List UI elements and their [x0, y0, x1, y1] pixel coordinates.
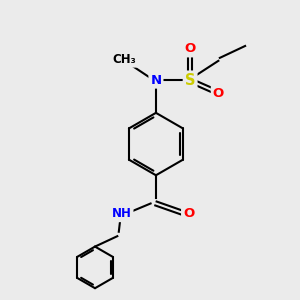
Text: O: O — [183, 207, 194, 220]
Text: CH₃: CH₃ — [113, 53, 136, 66]
Text: O: O — [184, 42, 196, 56]
Text: N: N — [150, 74, 161, 87]
Text: NH: NH — [112, 207, 132, 220]
Text: O: O — [213, 87, 224, 100]
Text: S: S — [185, 73, 195, 88]
